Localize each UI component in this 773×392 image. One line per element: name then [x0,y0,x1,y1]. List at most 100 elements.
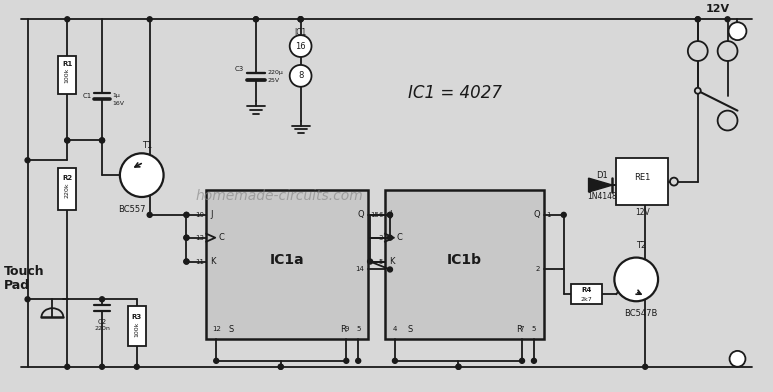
Circle shape [120,153,164,197]
Text: C3: C3 [235,66,244,72]
Polygon shape [588,178,612,192]
Circle shape [456,364,461,369]
Circle shape [184,259,189,264]
Circle shape [184,235,189,240]
Text: 1N4148: 1N4148 [587,192,618,201]
Text: C2: C2 [97,319,107,325]
Text: T1: T1 [141,141,152,150]
Circle shape [290,65,312,87]
Circle shape [25,297,30,302]
Text: 7: 7 [519,326,524,332]
Text: R: R [340,325,346,334]
Circle shape [729,22,747,40]
Text: D1: D1 [597,171,608,180]
Circle shape [278,364,283,369]
Circle shape [147,212,152,217]
Text: K: K [210,257,216,266]
Circle shape [100,364,104,369]
Text: R4: R4 [581,287,592,293]
Text: IC1a: IC1a [270,252,305,267]
Circle shape [725,17,730,22]
Text: 220µ: 220µ [268,71,284,75]
Circle shape [695,17,700,22]
Text: S: S [229,325,233,334]
Circle shape [456,364,461,369]
Circle shape [184,212,189,217]
Text: 9: 9 [344,326,349,332]
Text: R2: R2 [62,175,73,181]
Text: K: K [389,257,394,266]
Text: BC557: BC557 [118,205,145,214]
Text: T2: T2 [636,241,646,250]
Text: 8: 8 [298,71,303,80]
Bar [385,190,544,339]
Circle shape [717,41,737,61]
Text: 1µ: 1µ [112,93,120,98]
Circle shape [65,138,70,143]
Circle shape [100,138,104,143]
Text: 14: 14 [356,267,364,272]
Text: 6: 6 [379,212,383,218]
Circle shape [290,35,312,57]
Bar [570,284,602,304]
Text: C1: C1 [83,93,92,99]
Circle shape [387,212,393,217]
Circle shape [695,88,701,94]
Circle shape [532,358,536,363]
Circle shape [100,138,104,143]
Circle shape [519,358,525,363]
Circle shape [695,17,700,22]
Bar [616,158,668,205]
Circle shape [254,17,258,22]
Circle shape [368,259,373,264]
Circle shape [298,17,303,22]
Circle shape [65,138,70,143]
Text: Pad: Pad [4,279,30,292]
Text: RE1: RE1 [634,173,650,182]
Circle shape [100,297,104,302]
Text: 5: 5 [532,326,536,332]
Circle shape [356,358,361,363]
Text: 100k: 100k [135,321,139,337]
Text: BC547B: BC547B [625,309,658,318]
Circle shape [298,17,303,22]
Text: 11: 11 [196,259,204,265]
Text: 2: 2 [536,267,540,272]
Circle shape [688,41,708,61]
Text: R1: R1 [62,61,73,67]
Circle shape [717,111,737,131]
Text: 12: 12 [212,326,220,332]
Circle shape [65,364,70,369]
Circle shape [393,358,397,363]
Text: 25V: 25V [268,78,280,83]
Text: 12V: 12V [635,209,649,218]
Text: 3: 3 [379,235,383,241]
Text: 12V: 12V [706,4,730,15]
Text: C: C [397,233,403,242]
Text: 15: 15 [370,212,379,218]
Circle shape [344,358,349,363]
Text: 4: 4 [393,326,397,332]
Text: S: S [407,325,413,334]
Circle shape [670,178,678,185]
Bar [206,190,368,339]
Circle shape [184,235,189,240]
Text: C: C [218,233,224,242]
Circle shape [642,364,648,369]
Bar [128,306,146,346]
Text: 100k: 100k [65,67,70,83]
Text: 10: 10 [196,212,204,218]
Circle shape [730,351,745,367]
Circle shape [387,212,393,217]
Bar [58,56,77,94]
Text: 2k7: 2k7 [581,297,592,302]
Text: Q: Q [533,211,540,220]
Circle shape [387,267,393,272]
Circle shape [387,235,393,240]
Circle shape [278,364,283,369]
Text: R3: R3 [131,314,142,320]
Circle shape [65,17,70,22]
Text: 13: 13 [196,235,204,241]
Text: Touch: Touch [4,265,44,278]
Bar [58,168,77,210]
